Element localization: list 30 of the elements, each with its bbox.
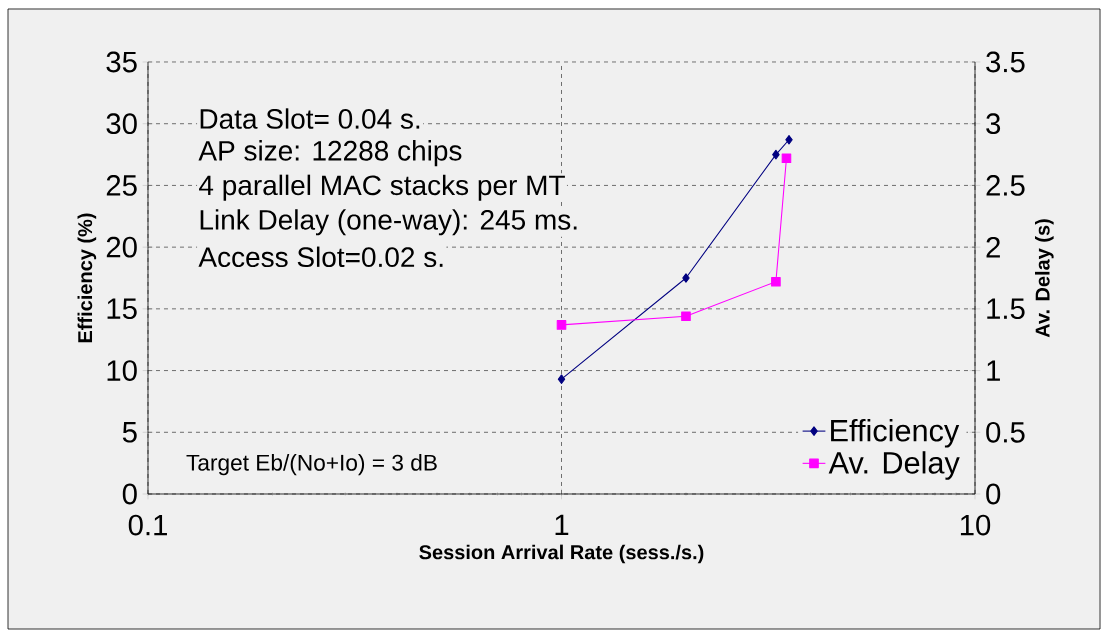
y2-tick-label: 0.5 [986,421,1025,443]
x-axis-title: Session Arrival Rate (sess./s.) [419,544,704,564]
x-tick-label: 0.1 [128,514,167,536]
y2-tick-label: 2.5 [986,175,1025,196]
legend-label: Av. Delay [828,451,960,480]
y2-axis-title: Av. Delay (s) [1034,219,1054,338]
y-tick-label: 25 [106,175,137,196]
y2-tick-label: 3.5 [986,51,1025,73]
y-tick-label: 30 [106,113,137,135]
legend-label: Efficiency [831,418,960,448]
y-tick-label: 35 [106,51,137,73]
y-tick-label: 20 [106,236,137,258]
y-axis-title: Efficiency (%) [77,213,97,343]
x-tick-label: 1 [555,514,569,535]
y2-tick-label: 3 [986,113,1001,135]
y-tick-label: 5 [122,422,137,443]
annotation: Access Slot=0.02 s. [198,246,443,268]
y2-tick-label: 1.5 [987,298,1025,320]
annotation: AP size: 12288 chips [198,140,462,167]
y2-tick-label: 1 [987,360,1000,381]
annotation: Link Delay (one-way): 245 ms. [200,209,577,236]
annotation: Target Eb/(No+Io) = 3 dB [186,454,437,476]
annotation: Data Slot= 0.04 s. [200,108,420,129]
y2-tick-label: 2 [986,236,1000,258]
y-tick-label: 10 [107,360,137,381]
annotation: 4 parallel MAC stacks per MT [199,174,565,201]
y-tick-label: 0 [122,483,137,505]
y2-tick-label: 0 [986,483,1001,505]
y-tick-label: 15 [107,298,137,320]
x-tick-label: 10 [960,514,991,536]
